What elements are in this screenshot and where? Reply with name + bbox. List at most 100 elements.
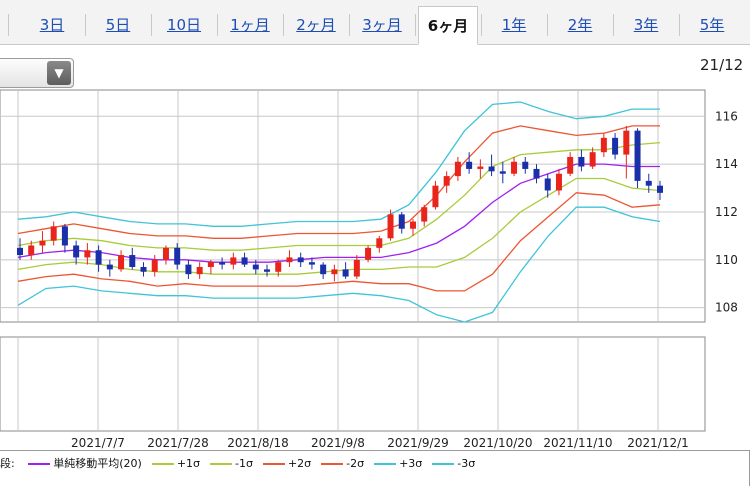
series-line bbox=[17, 101, 660, 227]
candle-body bbox=[376, 238, 383, 248]
legend-label: -1σ bbox=[235, 457, 253, 470]
tab-3[interactable]: 1ヶ月 bbox=[230, 16, 270, 34]
legend-label: 単純移動平均(20) bbox=[53, 457, 142, 470]
legend-label: +3σ bbox=[399, 457, 423, 470]
candle-body bbox=[544, 178, 551, 191]
legend-item: -2σ bbox=[321, 457, 364, 470]
candle-body bbox=[252, 264, 259, 270]
candle-body bbox=[342, 269, 349, 277]
tab-separator bbox=[283, 14, 284, 36]
legend-label: -2σ bbox=[346, 457, 365, 470]
candle-body bbox=[466, 161, 473, 169]
candle-body bbox=[578, 156, 585, 167]
plot-frame bbox=[0, 89, 706, 323]
candle-body bbox=[17, 247, 23, 256]
tab-9[interactable]: 3年 bbox=[633, 16, 659, 34]
legend-item: +2σ bbox=[262, 457, 312, 470]
candle-body bbox=[511, 161, 518, 174]
candle-body bbox=[118, 255, 125, 270]
candle-body bbox=[533, 168, 540, 179]
legend-item: 単純移動平均(20) bbox=[28, 455, 142, 471]
candle-body bbox=[241, 257, 248, 265]
y-tick-label: 112 bbox=[715, 205, 738, 219]
candle-body bbox=[499, 171, 506, 174]
x-tick-label: 2021/12/1 bbox=[627, 436, 689, 450]
legend-swatch bbox=[432, 463, 455, 465]
legend-swatch bbox=[374, 463, 397, 465]
series-line bbox=[17, 125, 660, 239]
tab-5[interactable]: 3ヶ月 bbox=[362, 16, 402, 34]
legend: 段: 単純移動平均(20) +1σ -1σ +2σ -2σ +3σ -3σ bbox=[0, 450, 750, 486]
candle-body bbox=[28, 245, 35, 256]
tab-separator bbox=[217, 14, 218, 36]
candle-body bbox=[600, 137, 607, 153]
tab-8[interactable]: 2年 bbox=[567, 16, 593, 34]
legend-label: +2σ bbox=[287, 457, 312, 470]
tab-separator bbox=[151, 14, 152, 36]
candle-body bbox=[219, 262, 226, 265]
candle-body bbox=[555, 173, 562, 191]
candle-body bbox=[443, 176, 450, 186]
legend-item: -3σ bbox=[432, 457, 475, 470]
candle-body bbox=[106, 264, 113, 270]
tab-10[interactable]: 5年 bbox=[699, 16, 725, 34]
candle-body bbox=[432, 185, 439, 208]
legend-item: +1σ bbox=[151, 457, 200, 470]
y-tick-label: 116 bbox=[715, 109, 738, 123]
candle-body bbox=[454, 161, 461, 177]
candle-body bbox=[522, 161, 529, 169]
candle-body bbox=[387, 214, 394, 239]
candle-body bbox=[73, 245, 80, 258]
chevron-down-icon[interactable]: ▼ bbox=[47, 61, 71, 85]
legend-item: -1σ bbox=[210, 457, 253, 470]
period-tabs: 3日 5日 10日 1ヶ月 2ヶ月 3ヶ月 6ヶ月 1年 2年 3年 5年 bbox=[0, 0, 750, 45]
legend-swatch bbox=[28, 463, 51, 465]
candle-body bbox=[308, 262, 315, 265]
candle-body bbox=[95, 250, 102, 265]
sub-plot-frame bbox=[0, 336, 706, 432]
tab-separator bbox=[415, 14, 416, 36]
candle-body bbox=[623, 130, 630, 155]
candle-body bbox=[488, 166, 495, 172]
x-tick-label: 2021/9/8 bbox=[311, 436, 365, 450]
y-tick-label: 108 bbox=[715, 301, 738, 315]
tab-separator bbox=[85, 14, 86, 36]
indicator-dropdown[interactable]: ▼ bbox=[0, 58, 74, 88]
candle-body bbox=[174, 247, 181, 265]
legend-swatch bbox=[210, 463, 232, 465]
candle-body bbox=[275, 262, 282, 272]
series-line bbox=[17, 141, 661, 251]
tab-4[interactable]: 2ヶ月 bbox=[296, 16, 336, 34]
candle-body bbox=[207, 262, 214, 267]
candle-body bbox=[365, 247, 372, 260]
candle-body bbox=[129, 255, 136, 267]
x-tick-label: 2021/7/7 bbox=[71, 436, 125, 450]
y-tick-label: 114 bbox=[715, 157, 738, 171]
tab-2[interactable]: 10日 bbox=[166, 16, 202, 34]
candle-body bbox=[140, 266, 147, 272]
candle-body bbox=[477, 166, 484, 169]
candle-body bbox=[230, 257, 237, 265]
tab-0[interactable]: 3日 bbox=[39, 16, 65, 34]
tab-separator bbox=[8, 14, 9, 36]
tab-7[interactable]: 1年 bbox=[501, 16, 527, 34]
legend-swatch bbox=[151, 463, 174, 465]
candle-body bbox=[185, 264, 192, 275]
tab-separator bbox=[613, 14, 614, 36]
candle-body bbox=[320, 264, 327, 275]
candle-body bbox=[398, 214, 405, 229]
series-line bbox=[17, 206, 661, 323]
candle-body bbox=[151, 259, 158, 272]
x-tick-label: 2021/9/29 bbox=[387, 436, 449, 450]
candle-body bbox=[61, 226, 68, 246]
candle-body bbox=[409, 221, 416, 229]
legend-swatch bbox=[321, 463, 344, 465]
tab-6[interactable]: 6ヶ月 bbox=[418, 6, 478, 45]
legend-swatch bbox=[262, 463, 285, 465]
legend-label: -3σ bbox=[457, 457, 476, 470]
tab-1[interactable]: 5日 bbox=[105, 16, 131, 34]
candle-body bbox=[196, 266, 203, 275]
candle-body bbox=[421, 207, 428, 222]
candle-body bbox=[634, 130, 641, 181]
